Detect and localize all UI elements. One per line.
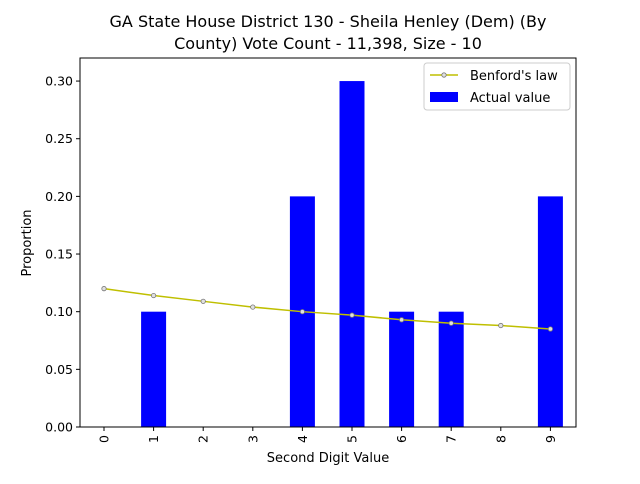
benford-point-9 <box>547 326 554 332</box>
bar-digit-9 <box>537 196 563 427</box>
legend-benford-label: Benford's law <box>470 69 558 84</box>
legend-benford-marker <box>441 72 447 78</box>
x-tick-label: 5 <box>345 435 360 443</box>
y-tick-label: 0.05 <box>45 362 73 377</box>
y-tick-label: 0.10 <box>45 304 73 319</box>
chart-title-line-2: County) Vote Count - 11,398, Size - 10 <box>174 34 482 53</box>
bar-digit-6 <box>389 311 415 427</box>
benford-line <box>103 287 551 330</box>
benford-line-layer <box>101 286 554 332</box>
legend: Benford's law Actual value <box>423 62 571 111</box>
y-tick-label: 0.00 <box>45 420 73 435</box>
benford-point-6 <box>398 317 405 323</box>
x-axis: 0 1 2 3 4 5 6 7 8 9 <box>97 427 558 443</box>
benford-point-2 <box>200 298 206 304</box>
x-tick-label: 9 <box>543 435 558 443</box>
benford-point-7 <box>448 320 454 326</box>
benford-point-1 <box>151 292 157 299</box>
x-tick-label: 3 <box>245 435 260 443</box>
legend-frame <box>423 62 571 111</box>
x-tick-label: 7 <box>444 435 459 443</box>
y-axis-label: Proportion <box>20 209 35 276</box>
benford-point-0 <box>101 286 107 292</box>
benford-point-3 <box>250 304 256 310</box>
benford-point-8 <box>498 322 504 329</box>
x-tick-label: 6 <box>394 435 409 443</box>
benford-point-5 <box>349 312 355 318</box>
y-tick-label: 0.25 <box>45 131 73 146</box>
y-tick-label: 0.20 <box>45 189 73 204</box>
y-tick-label: 0.15 <box>45 247 73 262</box>
legend-actual-label: Actual value <box>470 91 550 106</box>
bar-digit-5 <box>339 81 365 427</box>
y-axis: 0.00 0.05 0.10 0.15 0.20 0.25 0.30 <box>45 74 80 435</box>
x-tick-label: 1 <box>146 435 161 443</box>
x-tick-label: 8 <box>493 435 508 443</box>
bar-layer <box>141 81 563 427</box>
x-tick-label: 2 <box>196 435 211 443</box>
legend-actual-swatch <box>430 92 458 102</box>
bar-digit-1 <box>141 311 167 427</box>
chart-title: GA State House District 130 - Sheila Hen… <box>110 12 547 53</box>
x-tick-label: 0 <box>97 435 112 443</box>
x-tick-label: 4 <box>295 435 310 443</box>
chart-title-line-1: GA State House District 130 - Sheila Hen… <box>110 12 547 31</box>
benford-point-4 <box>299 309 305 315</box>
plot-area-frame <box>79 57 577 428</box>
x-axis-label: Second Digit Value <box>267 451 389 466</box>
y-tick-label: 0.30 <box>45 74 73 89</box>
bar-digit-7 <box>438 311 464 427</box>
